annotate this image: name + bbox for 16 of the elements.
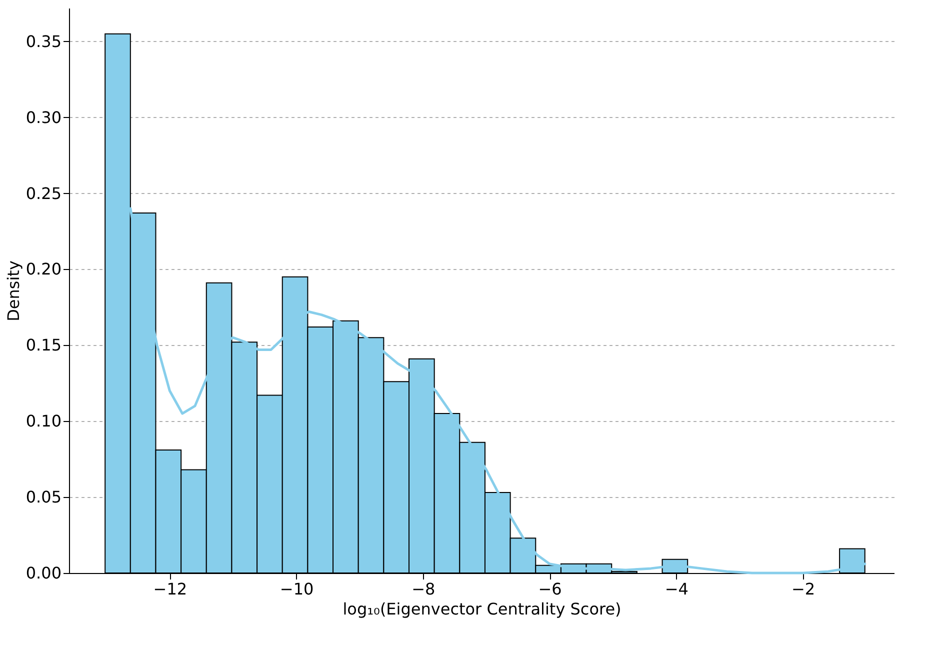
y-tick-label: 0.30 bbox=[26, 108, 62, 127]
y-tick-label: 0.10 bbox=[26, 412, 62, 431]
y-tick-label: 0.05 bbox=[26, 488, 62, 507]
y-tick-label: 0.15 bbox=[26, 336, 62, 355]
x-tick-label: −2 bbox=[792, 580, 816, 598]
x-axis-title: log₁₀(Eigenvector Centrality Score) bbox=[342, 600, 622, 618]
y-tick-label: 0.35 bbox=[26, 32, 62, 51]
x-tick-label: −6 bbox=[538, 580, 562, 598]
x-tick-label: −8 bbox=[412, 580, 436, 598]
x-tick-label: −4 bbox=[664, 580, 688, 598]
y-axis-title: Density bbox=[4, 260, 23, 322]
x-tick-label: −10 bbox=[280, 580, 314, 598]
y-tick-label: 0.25 bbox=[26, 184, 62, 203]
y-tick-label: 0.20 bbox=[26, 260, 62, 279]
x-tick-label: −12 bbox=[153, 580, 188, 598]
y-tick-label: 0.00 bbox=[26, 564, 62, 582]
